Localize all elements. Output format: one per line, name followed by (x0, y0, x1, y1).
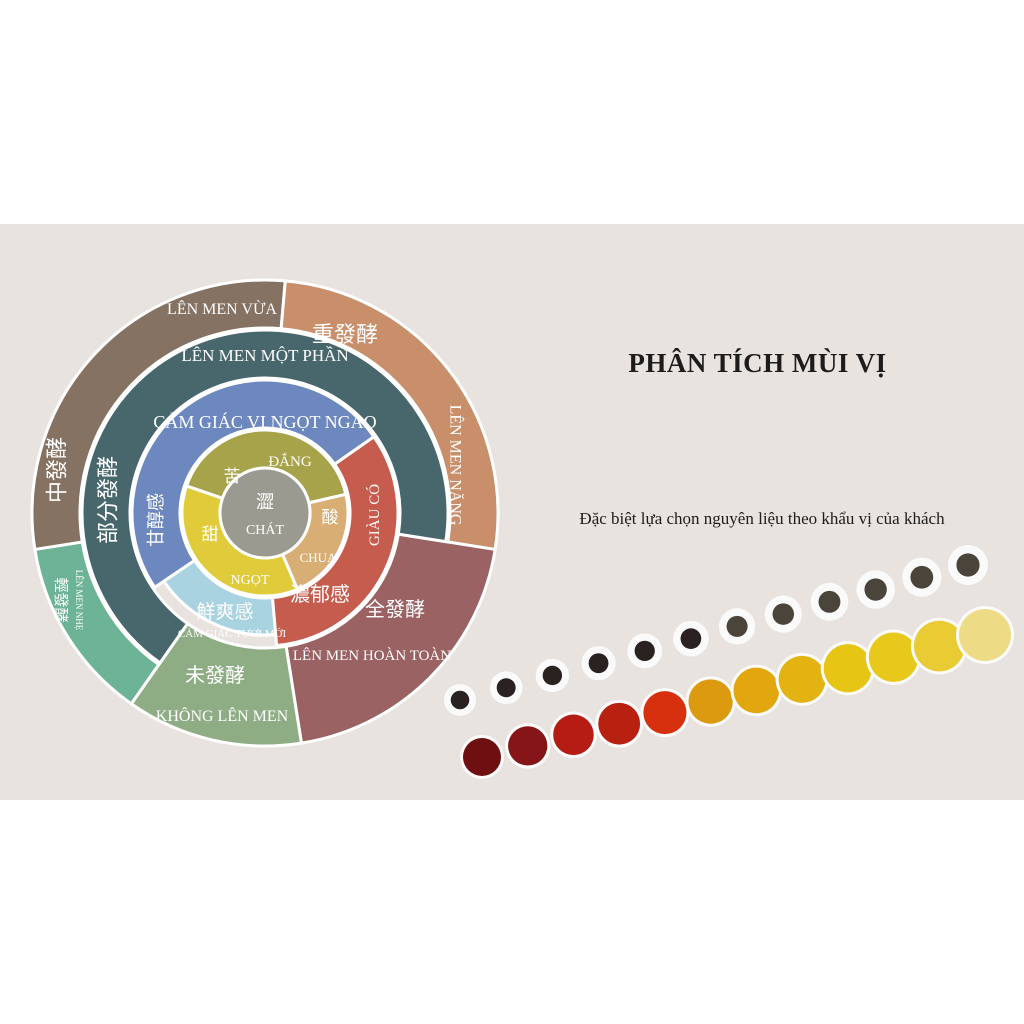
seg-unfermented (129, 621, 304, 748)
label-sweet-vi: NGỌT (231, 573, 270, 588)
label-heavy-vi: LÊN MEN NẶNG (447, 405, 466, 526)
tea-samples-photo (444, 545, 1014, 779)
tea-liquor (508, 726, 548, 766)
tea-liquor (733, 667, 780, 714)
tea-leaves (680, 628, 702, 649)
label-sweet-mellow-vi: CẢM GIÁC VỊ NGỌT NGÀO (153, 411, 376, 432)
label-sweet-mellow-zh: 甘醇感 (146, 493, 166, 547)
label-bitter-zh: 苦 (224, 467, 241, 486)
tea-leaves (496, 678, 516, 698)
label-rich-vi: GIÀU CÓ (366, 484, 383, 546)
tea-liquor (778, 655, 826, 703)
seg-sweet-mellow (130, 378, 377, 590)
tea-leaves (956, 553, 980, 577)
tea-leaves (634, 640, 655, 662)
seg-full-fermented (284, 532, 497, 745)
label-heavy-zh: 重發酵 (312, 322, 378, 347)
label-sour-vi: CHUA (300, 550, 337, 565)
label-bitter-vi: ĐẮNG (268, 453, 311, 470)
tea-liquor (823, 644, 872, 693)
label-sweet-zh: 甜 (202, 525, 219, 544)
label-rich-zh: 濃郁感 (290, 583, 350, 606)
tea-liquor (913, 620, 965, 672)
page-subtitle: Đặc biệt lựa chọn nguyên liệu theo khẩu … (579, 509, 945, 528)
tea-leaves (450, 690, 470, 710)
label-sour-zh: 酸 (322, 508, 339, 527)
tea-liquor (868, 632, 919, 682)
tea-leaves (818, 590, 841, 613)
label-light-vi: LÊN MEN NHẸ (74, 570, 84, 631)
tea-leaves (864, 578, 887, 601)
page-title: PHÂN TÍCH MÙI VỊ (628, 348, 887, 378)
tea-liquor (463, 738, 501, 776)
tea-liquor (643, 691, 687, 735)
tea-liquor (959, 609, 1011, 661)
label-none-vi: KHÔNG LÊN MEN (156, 706, 289, 725)
tea-leaves (910, 565, 934, 589)
label-center-vi: CHÁT (246, 521, 285, 538)
label-fresh-zh: 鮮爽感 (196, 601, 253, 623)
tea-liquor (688, 679, 733, 724)
label-medium-vi: LÊN MEN VỪA (167, 299, 277, 318)
tea-leaves (726, 615, 748, 637)
tea-leaves (772, 603, 795, 625)
tea-liquor (598, 702, 641, 745)
tea-leaves (588, 653, 609, 674)
label-partial-vi: LÊN MEN MỘT PHẦN (181, 346, 348, 365)
seg-partial-fermented (80, 328, 450, 665)
seg-fresh (161, 558, 278, 637)
label-full-zh: 全發酵 (365, 598, 425, 621)
label-center-zh: 澀 (256, 492, 274, 512)
tea-liquor (553, 714, 594, 756)
label-partial-zh: 部分發酵 (96, 456, 121, 544)
tea-leaves (542, 665, 563, 686)
label-medium-zh: 中發酵 (45, 437, 70, 503)
label-light-zh: 輕發酵 (52, 577, 69, 622)
label-fresh-vi: CẢM GIÁC TƯƠI MỚI (178, 628, 287, 640)
seg-rich (270, 434, 400, 648)
label-none-zh: 未發酵 (185, 664, 245, 687)
seg-astringent-center (218, 466, 312, 560)
label-full-vi: LÊN MEN HOÀN TOÀN (293, 647, 451, 664)
